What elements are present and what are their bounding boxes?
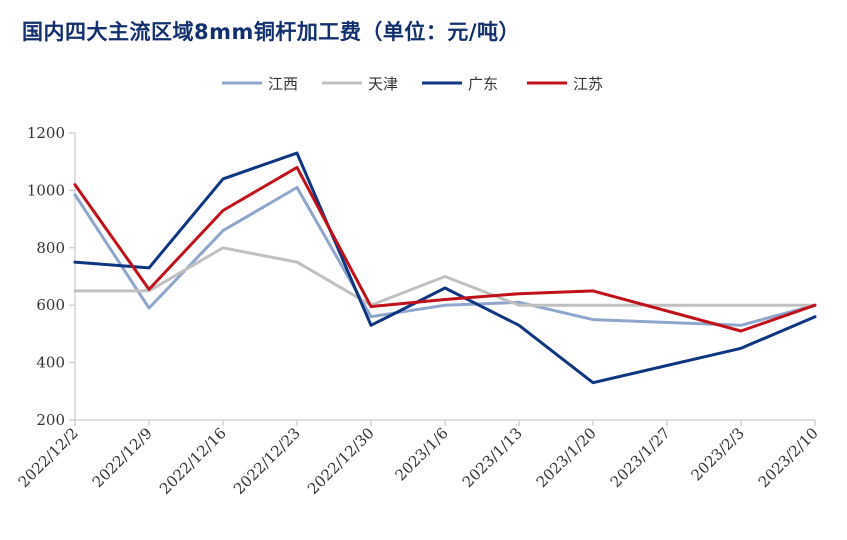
x-tick-label: 2023/1/13 (459, 424, 526, 491)
legend-label-4: 江苏 (573, 75, 603, 93)
x-tick-label: 2023/1/27 (607, 424, 674, 491)
series-line-2 (73, 246, 817, 307)
y-tick-label: 800 (36, 239, 65, 257)
x-tick-label: 2023/2/3 (687, 424, 747, 484)
x-tick-label: 2022/12/23 (230, 424, 304, 498)
y-tick-label: 600 (36, 296, 65, 314)
x-tick-label: 2023/1/20 (533, 424, 600, 491)
series-layer (73, 151, 817, 385)
legend-label-1: 江西 (268, 75, 298, 93)
x-tick-label: 2022/12/30 (304, 424, 378, 498)
legend-label-2: 天津 (368, 75, 398, 93)
chart-title: 国内四大主流区域8mm铜杆加工费（单位：元/吨） (22, 20, 521, 44)
x-tick-label: 2023/2/10 (755, 424, 822, 491)
y-tick-label: 1200 (27, 124, 65, 142)
series-line-3 (73, 151, 817, 385)
y-tick-label: 400 (36, 354, 65, 372)
x-tick-label: 2022/12/9 (89, 424, 156, 491)
legend: 江西 天津 广东 江苏 (222, 75, 603, 93)
x-tick-label: 2022/12/2 (15, 424, 82, 491)
legend-label-3: 广东 (468, 75, 498, 93)
x-tick-label: 2023/1/6 (391, 424, 451, 484)
x-tick-label: 2022/12/16 (156, 424, 230, 498)
series-line-4 (73, 165, 817, 333)
y-tick-label: 1000 (27, 181, 65, 199)
y-tick-label: 200 (36, 411, 65, 429)
